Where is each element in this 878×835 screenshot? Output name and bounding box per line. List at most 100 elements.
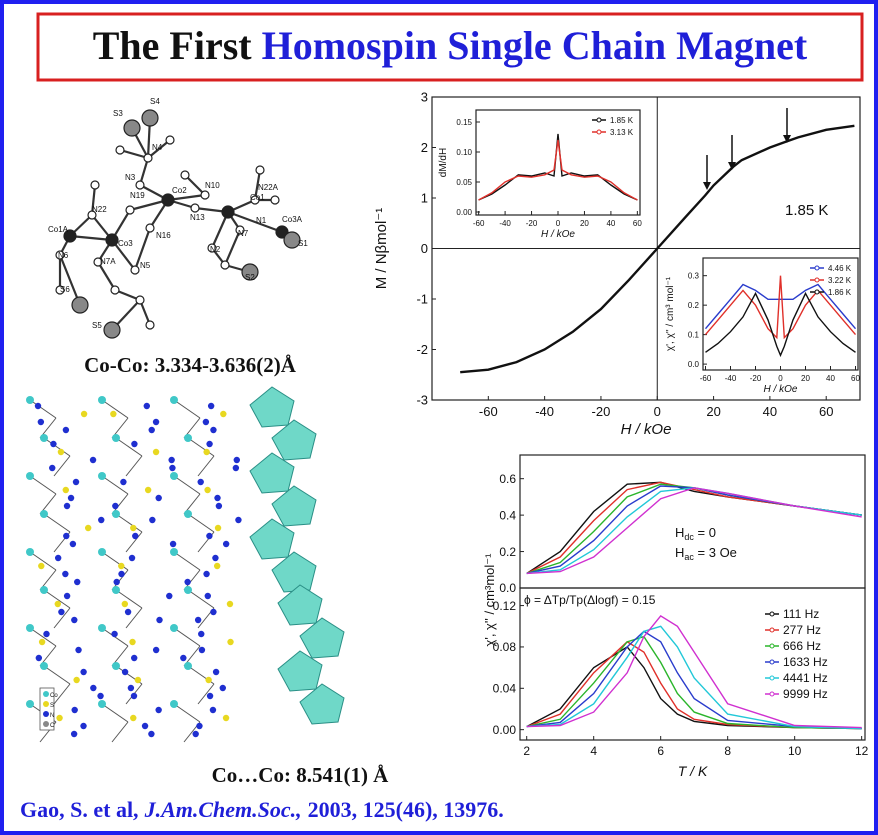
charts: -3-2-10123-60-40-200204060H / kOeM / Nβm…	[373, 90, 869, 779]
atom	[203, 419, 209, 425]
atom	[26, 700, 34, 708]
atom	[223, 541, 229, 547]
atom	[97, 693, 103, 699]
atom	[162, 194, 174, 206]
atom	[71, 707, 77, 713]
atom-label: N10	[205, 181, 220, 190]
atom	[49, 465, 55, 471]
atom	[170, 396, 178, 404]
atom	[98, 700, 106, 708]
atom-label: N2	[210, 245, 221, 254]
atom	[111, 286, 119, 294]
atom-label: Co3	[118, 239, 133, 248]
y-axis-label: χ', χ'' / cm³ mol⁻¹	[665, 276, 676, 351]
atom	[196, 723, 202, 729]
atom	[206, 533, 212, 539]
atom	[153, 449, 159, 455]
atom	[145, 487, 151, 493]
y-tick-label: -1	[416, 292, 428, 307]
atom	[203, 449, 209, 455]
atom	[156, 617, 162, 623]
atom-label: N7A	[100, 257, 116, 266]
atom-label: S4	[150, 97, 160, 106]
x-tick-label: -60	[479, 404, 498, 419]
atom	[90, 457, 96, 463]
bond	[102, 704, 128, 722]
atom	[191, 204, 199, 212]
legend-dot	[43, 701, 49, 707]
x-tick-label: 60	[819, 404, 833, 419]
x-tick-label: 8	[724, 744, 731, 758]
x-axis-label: T / K	[678, 763, 708, 779]
x-tick-label: 20	[706, 404, 720, 419]
atom	[106, 234, 118, 246]
x-tick-label: 0	[654, 404, 661, 419]
atom	[128, 685, 134, 691]
atom	[98, 396, 106, 404]
x-tick-label: -60	[473, 219, 485, 228]
atom	[116, 146, 124, 154]
y-tick-label: 0.12	[493, 599, 517, 613]
atom-label: N19	[130, 191, 145, 200]
atom	[112, 662, 120, 670]
annotation: Hdc = 0	[675, 525, 716, 542]
plot-frame	[476, 110, 640, 215]
legend-label: 666 Hz	[783, 639, 821, 653]
atom	[214, 563, 220, 569]
x-tick-label: -20	[750, 374, 762, 383]
x-tick-label: -40	[535, 404, 554, 419]
atom-label: Co2	[172, 186, 187, 195]
atom	[55, 601, 61, 607]
atom	[129, 639, 135, 645]
y-tick-label: 0.04	[493, 681, 517, 695]
atom	[131, 655, 137, 661]
atom	[118, 563, 124, 569]
atom	[62, 571, 68, 577]
bond	[112, 722, 128, 742]
atom	[170, 624, 178, 632]
legend-label: Co	[50, 693, 58, 699]
atom	[73, 479, 79, 485]
legend-marker	[815, 278, 819, 282]
atom	[98, 624, 106, 632]
atom	[112, 503, 118, 509]
legend-label: 1.86 K	[828, 288, 852, 297]
atom	[35, 403, 41, 409]
atom	[184, 586, 192, 594]
atom	[166, 593, 172, 599]
atom-label: N22	[92, 205, 107, 214]
atom	[233, 465, 239, 471]
y-tick-label: 0.2	[688, 301, 700, 310]
x-tick-label: 6	[657, 744, 664, 758]
bond	[30, 400, 56, 418]
atom	[70, 541, 76, 547]
title: The FirstHomospin Single Chain Magnet	[93, 23, 808, 68]
bond	[116, 438, 142, 456]
atom	[256, 166, 264, 174]
legend-label: 3.22 K	[828, 276, 852, 285]
atom	[220, 411, 226, 417]
atom	[210, 427, 216, 433]
atom	[98, 472, 106, 480]
atom	[223, 715, 229, 721]
atom	[271, 196, 279, 204]
x-tick-label: 2	[523, 744, 530, 758]
legend-marker	[770, 660, 774, 664]
citation-part: 2003, 125(46), 13976.	[308, 797, 504, 822]
atom	[195, 617, 201, 623]
atom	[148, 731, 154, 737]
bond	[174, 400, 200, 418]
title-part: Homospin Single Chain Magnet	[262, 23, 808, 68]
atom	[111, 631, 117, 637]
atom-label: N7	[238, 229, 249, 238]
annotation-part: H	[675, 525, 684, 540]
atom	[64, 593, 70, 599]
polyhedron	[250, 387, 294, 427]
legend-label: 1633 Hz	[783, 655, 828, 669]
y-tick-label: -3	[416, 393, 428, 408]
atom	[80, 723, 86, 729]
atom	[63, 427, 69, 433]
legend-marker	[597, 130, 601, 134]
citation: Gao, S. et al,J.Am.Chem.Soc.,2003, 125(4…	[20, 797, 504, 822]
legend-label: S	[50, 703, 54, 709]
